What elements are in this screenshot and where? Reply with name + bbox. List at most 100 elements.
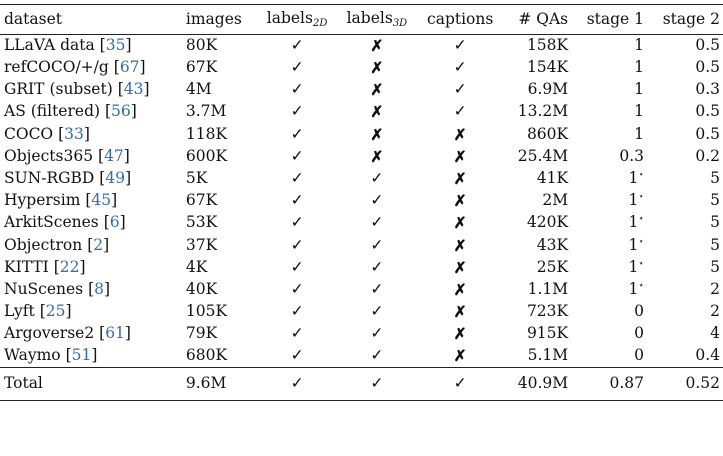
images-cell: 67K: [185, 58, 218, 77]
images-cell: 5K: [185, 168, 208, 187]
qas-cell: 420K: [526, 213, 569, 232]
header-labels-2d: labels2D: [257, 5, 337, 35]
dataset-name: Lyft: [4, 302, 35, 321]
captions-cell: ✗: [453, 146, 467, 166]
labels-3d-cell: ✓: [370, 235, 384, 254]
citation-link[interactable]: 61: [105, 324, 125, 343]
qas-cell: 915K: [526, 324, 569, 343]
total-stage2: 0.52: [647, 366, 723, 401]
citation-link[interactable]: 25: [45, 302, 66, 321]
table-row: Lyft [25] 105K ✓ ✓ ✗ 723K 0 2: [0, 301, 723, 323]
citation-bracket-close: ]: [79, 257, 86, 276]
dataset-name: Waymo: [4, 346, 61, 365]
labels-2d-cell: ✓: [290, 124, 304, 143]
citation-bracket-close: ]: [119, 213, 126, 232]
citation-link[interactable]: 6: [109, 213, 120, 232]
stage1-cell: 0: [571, 301, 647, 323]
captions-cell: ✗: [453, 279, 467, 299]
total-row: Total 9.6M ✓ ✓ ✓ 40.9M 0.87 0.52: [0, 366, 723, 401]
stage1-value: 0.3: [619, 146, 644, 165]
dataset-name: Argoverse2: [4, 324, 95, 343]
stage1-cell: 1: [571, 79, 647, 101]
images-cell: 79K: [185, 324, 218, 343]
stage2-cell: 0.2: [695, 146, 720, 165]
labels-2d-cell: ✓: [290, 146, 304, 165]
header-stage1: stage 1: [586, 9, 644, 28]
citation-link[interactable]: 2: [93, 235, 104, 254]
citation-link[interactable]: 8: [94, 279, 105, 298]
images-cell: 105K: [185, 302, 228, 321]
stage1-cell: 1⋆: [571, 168, 647, 190]
citation-link[interactable]: 56: [111, 102, 131, 121]
labels-2d-cell: ✓: [290, 80, 304, 99]
qas-cell: 6.9M: [527, 80, 569, 99]
dataset-name: NuScenes: [4, 279, 84, 298]
stage1-value: 1: [628, 257, 639, 276]
stage2-cell: 2: [710, 279, 720, 298]
qas-cell: 158K: [526, 36, 569, 55]
stage2-cell: 5: [710, 213, 720, 232]
table-row: AS (filtered) [56] 3.7M ✓ ✗ ✓ 13.2M 1 0.5: [0, 101, 723, 123]
qas-cell: 43K: [536, 235, 569, 254]
table-row: KITTI [22] 4K ✓ ✓ ✗ 25K 1⋆ 5: [0, 256, 723, 278]
captions-cell: ✗: [453, 191, 467, 211]
citation-bracket-close: ]: [125, 168, 132, 187]
labels-2d-cell: ✓: [290, 235, 304, 254]
table-row: SUN-RGBD [49] 5K ✓ ✓ ✗ 41K 1⋆ 5: [0, 168, 723, 190]
citation-link[interactable]: 49: [105, 168, 126, 187]
stage2-cell: 2: [710, 302, 720, 321]
table-row: Objectron [2] 37K ✓ ✓ ✗ 43K 1⋆ 5: [0, 234, 723, 256]
dataset-name: Objects365: [4, 146, 94, 165]
labels-3d-cell: ✓: [370, 346, 384, 365]
citation-link[interactable]: 67: [119, 58, 140, 77]
stage1-cell: 1: [571, 57, 647, 79]
citation-bracket-close: ]: [139, 58, 146, 77]
header-qas: # QAs: [518, 9, 569, 28]
labels-3d-cell: ✗: [370, 80, 384, 100]
citation-bracket-open: [: [85, 191, 92, 210]
qas-cell: 2M: [542, 191, 569, 210]
citation-link[interactable]: 22: [59, 257, 80, 276]
captions-cell: ✗: [453, 235, 467, 255]
images-cell: 67K: [185, 191, 218, 210]
stage1-value: 0: [634, 346, 644, 365]
dataset-cell: KITTI [22]: [0, 256, 183, 278]
citation-link[interactable]: 33: [64, 124, 84, 143]
stage1-cell: 1⋆: [571, 212, 647, 234]
dataset-cell: LLaVA data [35]: [0, 35, 183, 57]
stage1-cell: 1⋆: [571, 190, 647, 212]
citation-link[interactable]: 35: [105, 36, 126, 55]
citation-bracket-open: [: [99, 36, 106, 55]
citation-link[interactable]: 47: [104, 146, 124, 165]
images-cell: 600K: [185, 146, 228, 165]
labels-2d-cell: ✓: [290, 191, 304, 210]
stage1-star-mark: ⋆: [638, 280, 644, 291]
labels-3d-cell: ✗: [370, 102, 384, 122]
labels-2d-cell: ✓: [290, 168, 304, 187]
header-row: dataset images labels2D labels3D caption…: [0, 4, 723, 35]
table-row: NuScenes [8] 40K ✓ ✓ ✗ 1.1M 1⋆ 2: [0, 279, 723, 301]
citation-bracket-open: [: [58, 124, 65, 143]
qas-cell: 25.4M: [517, 146, 569, 165]
total-stage1: 0.87: [571, 366, 647, 401]
total-labels-3d: ✓: [336, 366, 417, 401]
header-images: images: [185, 9, 242, 28]
table-row: ArkitScenes [6] 53K ✓ ✓ ✗ 420K 1⋆ 5: [0, 212, 723, 234]
stage1-cell: 0: [571, 323, 647, 345]
stage2-cell: 5: [710, 168, 720, 187]
stage1-cell: 0.3: [571, 145, 647, 167]
labels-2d-cell: ✓: [290, 102, 304, 121]
header-captions: captions: [427, 9, 494, 28]
labels-2d-cell: ✓: [290, 279, 304, 298]
citation-bracket-open: [: [99, 324, 106, 343]
dataset-cell: AS (filtered) [56]: [0, 101, 183, 123]
stage1-value: 1: [634, 80, 644, 99]
captions-cell: ✓: [453, 80, 467, 99]
dataset-cell: SUN-RGBD [49]: [0, 168, 183, 190]
captions-cell: ✓: [453, 102, 467, 121]
captions-cell: ✗: [453, 346, 467, 366]
citation-link[interactable]: 51: [71, 346, 92, 365]
dataset-cell: Waymo [51]: [0, 345, 183, 367]
citation-link[interactable]: 45: [91, 191, 112, 210]
citation-link[interactable]: 43: [123, 80, 144, 99]
